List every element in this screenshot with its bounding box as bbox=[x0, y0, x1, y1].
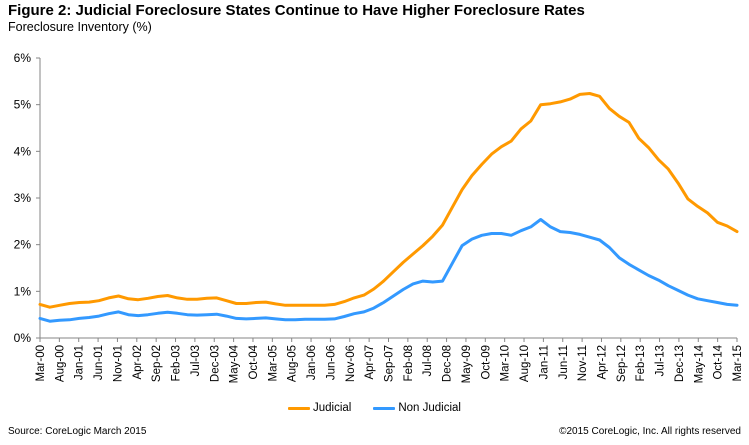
x-tick-label: Jan-01 bbox=[74, 345, 86, 380]
legend: Judicial Non Judicial bbox=[0, 402, 749, 414]
x-tick-label: Sep-07 bbox=[384, 345, 396, 382]
y-tick-label: 2% bbox=[14, 238, 32, 252]
series-line-non-judicial bbox=[38, 218, 739, 323]
series-line-judicial bbox=[38, 92, 739, 309]
chart-subtitle: Foreclosure Inventory (%) bbox=[8, 20, 152, 34]
y-tick-label: 4% bbox=[14, 144, 32, 158]
x-tick-label: Sep-12 bbox=[616, 345, 628, 382]
x-tick-label: Jun-06 bbox=[325, 345, 337, 380]
x-tick-label: Jun-01 bbox=[93, 345, 105, 380]
x-tick-label: Nov-01 bbox=[112, 345, 124, 382]
x-tick-label: Jul-03 bbox=[190, 345, 202, 376]
source-note: Source: CoreLogic March 2015 bbox=[8, 426, 147, 437]
legend-label-non-judicial: Non Judicial bbox=[398, 402, 461, 414]
legend-item-non-judicial: Non Judicial bbox=[373, 402, 461, 414]
x-tick-label: Nov-06 bbox=[345, 345, 357, 382]
x-tick-label: Nov-11 bbox=[577, 345, 589, 381]
x-tick-label: Mar-05 bbox=[267, 345, 279, 381]
x-tick-label: May-04 bbox=[229, 344, 241, 383]
x-tick-label: Mar-15 bbox=[732, 345, 744, 381]
x-tick-label: Feb-03 bbox=[171, 345, 183, 381]
y-tick-label: 0% bbox=[14, 331, 32, 345]
x-tick-label: Dec-08 bbox=[442, 345, 454, 382]
x-tick-label: Jul-13 bbox=[655, 345, 667, 376]
x-tick-label: Feb-13 bbox=[635, 345, 647, 381]
y-axis-labels: 0% 1% 2% 3% 4% 5% 6% bbox=[14, 51, 32, 345]
x-tick-label: May-14 bbox=[693, 344, 705, 383]
x-tick-label: Mar-10 bbox=[500, 345, 512, 381]
series-lines bbox=[38, 92, 739, 323]
x-tick-label: Aug-05 bbox=[287, 345, 299, 382]
x-axis-labels: Mar-00 Aug-00 Jan-01 Jun-01 Nov-01 Apr-02 Sep-… bbox=[35, 344, 744, 383]
x-tick-label: Aug-10 bbox=[519, 345, 531, 382]
axes bbox=[36, 57, 738, 342]
x-tick-label: Sep-02 bbox=[151, 345, 163, 382]
copyright-note: ©2015 CoreLogic, Inc. All rights reserve… bbox=[559, 426, 741, 437]
y-tick-label: 5% bbox=[14, 98, 32, 112]
x-tick-label: Dec-13 bbox=[674, 345, 686, 382]
x-tick-label: Mar-00 bbox=[35, 345, 47, 381]
chart-title: Figure 2: Judicial Foreclosure States Co… bbox=[8, 2, 585, 19]
x-tick-label: Aug-00 bbox=[54, 345, 66, 382]
x-tick-label: Dec-03 bbox=[209, 345, 221, 382]
legend-swatch-judicial bbox=[287, 406, 310, 410]
x-tick-label: Jan-06 bbox=[306, 345, 318, 380]
x-tick-label: Oct-04 bbox=[248, 344, 260, 379]
x-tick-label: Oct-14 bbox=[713, 344, 725, 379]
x-tick-label: Apr-12 bbox=[596, 345, 608, 380]
x-tick-label: Feb-08 bbox=[403, 345, 415, 381]
legend-item-judicial: Judicial bbox=[287, 402, 352, 414]
y-tick-label: 1% bbox=[14, 284, 32, 298]
legend-label-judicial: Judicial bbox=[312, 402, 352, 414]
x-tick-label: Jul-08 bbox=[422, 345, 434, 376]
legend-swatch-non-judicial bbox=[373, 406, 396, 410]
x-tick-label: May-09 bbox=[461, 345, 473, 383]
x-tick-label: Apr-07 bbox=[364, 345, 376, 380]
x-tick-label: Jun-11 bbox=[558, 345, 570, 379]
x-tick-label: Jan-11 bbox=[538, 345, 550, 379]
x-tick-label: Oct-09 bbox=[480, 345, 492, 380]
y-tick-label: 6% bbox=[14, 51, 32, 65]
y-tick-label: 3% bbox=[14, 191, 32, 205]
x-tick-label: Apr-02 bbox=[132, 345, 144, 380]
